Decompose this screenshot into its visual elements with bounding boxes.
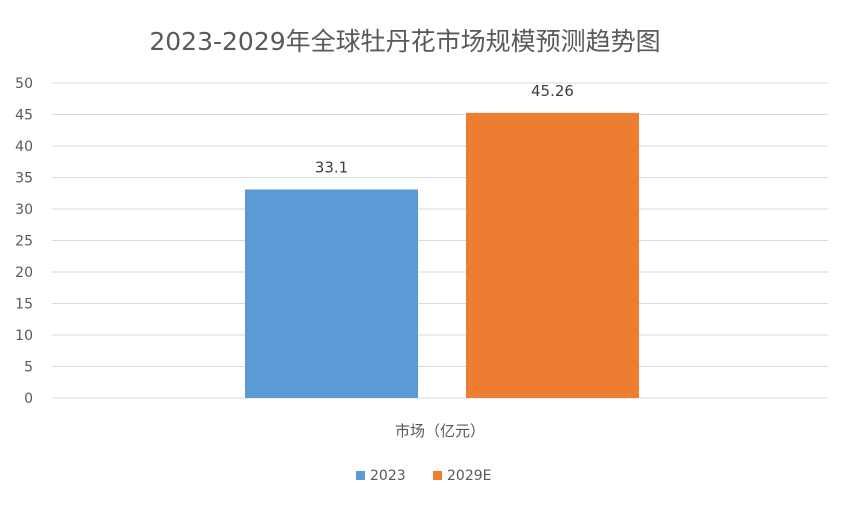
y-tick-label: 10: [15, 328, 33, 344]
data-label-2023: 33.1: [315, 158, 348, 176]
data-label-2029e: 45.26: [531, 82, 574, 100]
x-category-label: 市场（亿元）: [395, 422, 485, 440]
gridlines: [52, 82, 828, 399]
data-labels: 33.1 45.26: [315, 82, 574, 177]
y-tick-label: 30: [15, 202, 33, 218]
y-tick-label: 0: [24, 391, 33, 407]
legend-label-2023: 2023: [370, 468, 406, 484]
legend-swatch-2023: [356, 471, 365, 480]
y-tick-label: 45: [15, 108, 33, 124]
y-axis: 0 5 10 15 20 25 30 35 40 45 50: [15, 76, 33, 407]
legend-swatch-2029e: [433, 471, 442, 480]
legend: 2023 2029E: [356, 468, 491, 484]
bar-2029e: [466, 112, 639, 398]
y-tick-label: 5: [24, 360, 33, 376]
y-tick-label: 35: [15, 171, 33, 187]
y-tick-label: 40: [15, 139, 33, 155]
chart-title: 2023-2029年全球牡丹花市场规模预测趋势图: [149, 27, 660, 56]
bar-2023: [245, 189, 418, 398]
y-tick-label: 50: [15, 76, 33, 92]
y-tick-label: 15: [15, 297, 33, 313]
legend-label-2029e: 2029E: [447, 468, 491, 484]
y-tick-label: 20: [15, 265, 33, 281]
y-tick-label: 25: [15, 234, 33, 250]
bars: [245, 112, 639, 398]
